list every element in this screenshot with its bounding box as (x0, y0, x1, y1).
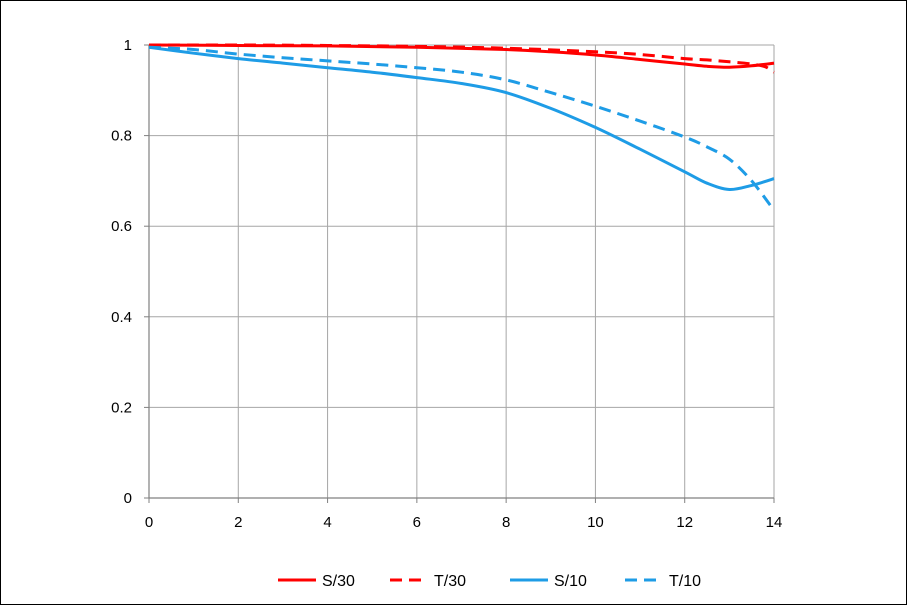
legend-label: S/30 (322, 573, 355, 590)
legend-label: T/10 (669, 573, 701, 590)
y-tick-label: 0.4 (111, 309, 132, 326)
series-line-s-10 (148, 45, 775, 192)
x-tick-label: 4 (323, 514, 331, 531)
x-tick-label: 2 (234, 514, 242, 531)
y-tick-label: 0 (124, 490, 132, 507)
legend-label: S/10 (554, 573, 587, 590)
y-tick-label: 1 (124, 37, 132, 54)
y-tick-label: 0.2 (111, 399, 132, 416)
x-tick-label: 10 (587, 514, 604, 531)
y-tick-label: 0.8 (111, 128, 132, 145)
x-tick-label: 12 (676, 514, 693, 531)
legend-label: T/30 (434, 573, 466, 590)
x-tick-label: 14 (766, 514, 783, 531)
x-tick-label: 0 (145, 514, 153, 531)
series-line-t-10 (148, 45, 776, 212)
x-tick-label: 6 (413, 514, 421, 531)
y-tick-label: 0.6 (111, 218, 132, 235)
x-tick-label: 8 (502, 514, 510, 531)
